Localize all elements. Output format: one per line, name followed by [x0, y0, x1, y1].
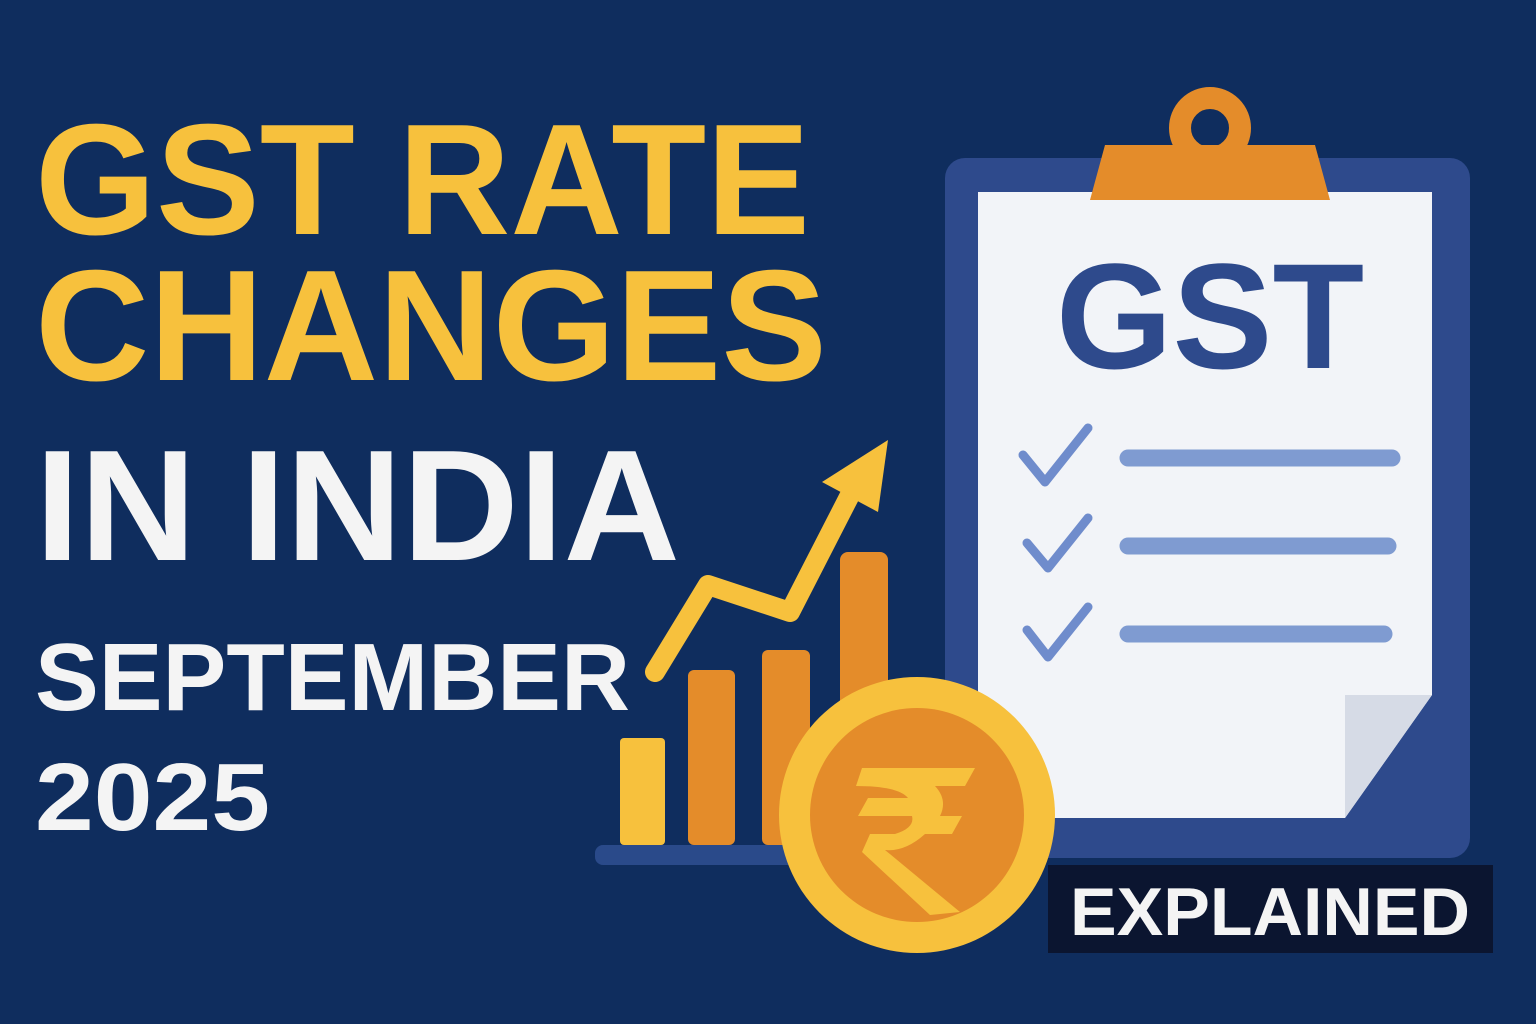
check-icon: [1018, 423, 1093, 487]
headline-line: CHANGES: [35, 238, 827, 414]
headline-line: IN INDIA: [35, 418, 680, 594]
check-icon: [1022, 602, 1093, 662]
check-icon: [1022, 513, 1093, 573]
rupee-icon: [856, 768, 975, 915]
clipboard: GST: [945, 87, 1470, 858]
icon-arrow: [645, 485, 860, 682]
headline-line: SEPTEMBER: [35, 624, 630, 731]
badge-box: [1048, 865, 1493, 953]
clip: [1090, 145, 1330, 200]
headline-line: 2025: [35, 744, 270, 851]
icon-bar: [688, 670, 735, 845]
badge-label: EXPLAINED: [1070, 874, 1470, 950]
icon-bar: [620, 738, 665, 845]
paper-fold: [1345, 695, 1432, 818]
icon-arrowhead: [822, 440, 888, 512]
clipboard-title: GST: [1056, 232, 1364, 400]
headline-line: GST RATE: [35, 92, 810, 268]
rupee-coin: [779, 677, 1055, 953]
clipboard-paper: [978, 192, 1432, 818]
